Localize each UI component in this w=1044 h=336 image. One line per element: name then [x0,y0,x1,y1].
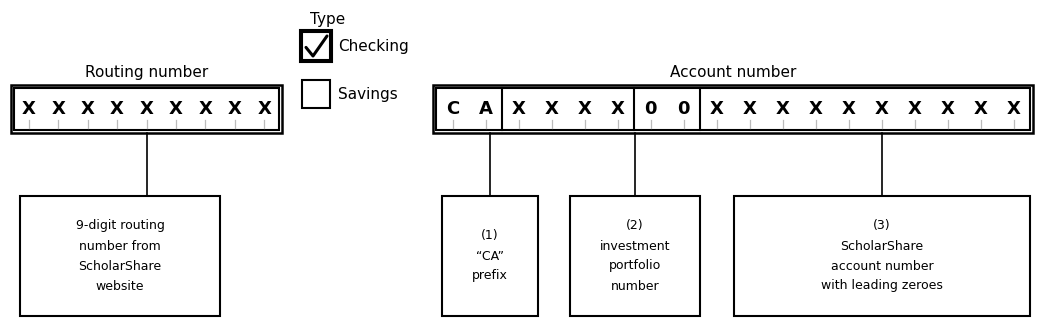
Text: X: X [198,100,212,118]
Bar [11,85,282,133]
Text: (2)
investment
portfolio
number: (2) investment portfolio number [599,219,670,293]
Text: 9-digit routing
number from
ScholarShare
website: 9-digit routing number from ScholarShare… [75,219,165,293]
Text: X: X [512,100,525,118]
Text: X: X [51,100,65,118]
Text: X: X [80,100,95,118]
Text: (3)
ScholarShare
account number
with leading zeroes: (3) ScholarShare account number with lea… [821,219,943,293]
Text: X: X [545,100,559,118]
Text: X: X [875,100,888,118]
Text: X: X [974,100,988,118]
Text: X: X [776,100,789,118]
Text: X: X [808,100,823,118]
Text: 0: 0 [678,100,690,118]
Text: 0: 0 [644,100,657,118]
Text: X: X [710,100,723,118]
Text: X: X [577,100,592,118]
Text: C: C [446,100,459,118]
Bar [433,85,1033,133]
Text: X: X [110,100,124,118]
Text: X: X [1006,100,1020,118]
Text: X: X [22,100,35,118]
Bar [302,80,330,108]
Text: X: X [941,100,954,118]
Text: X: X [611,100,624,118]
Text: X: X [907,100,922,118]
Bar [14,88,279,130]
Text: X: X [742,100,757,118]
Text: Savings: Savings [338,86,398,101]
Text: X: X [140,100,153,118]
Bar [570,196,699,316]
Text: Account number: Account number [670,65,797,80]
Text: Type: Type [310,12,346,27]
Text: Routing number: Routing number [85,65,208,80]
Bar [302,32,330,60]
Text: X: X [841,100,855,118]
Text: X: X [257,100,271,118]
Text: (1)
“CA”
prefix: (1) “CA” prefix [472,229,508,283]
Bar [734,196,1030,316]
Text: X: X [228,100,242,118]
Text: A: A [478,100,493,118]
Bar [20,196,220,316]
Bar [300,30,332,62]
Text: Checking: Checking [338,39,409,53]
Bar [436,88,1030,130]
Text: X: X [169,100,183,118]
Bar [442,196,538,316]
